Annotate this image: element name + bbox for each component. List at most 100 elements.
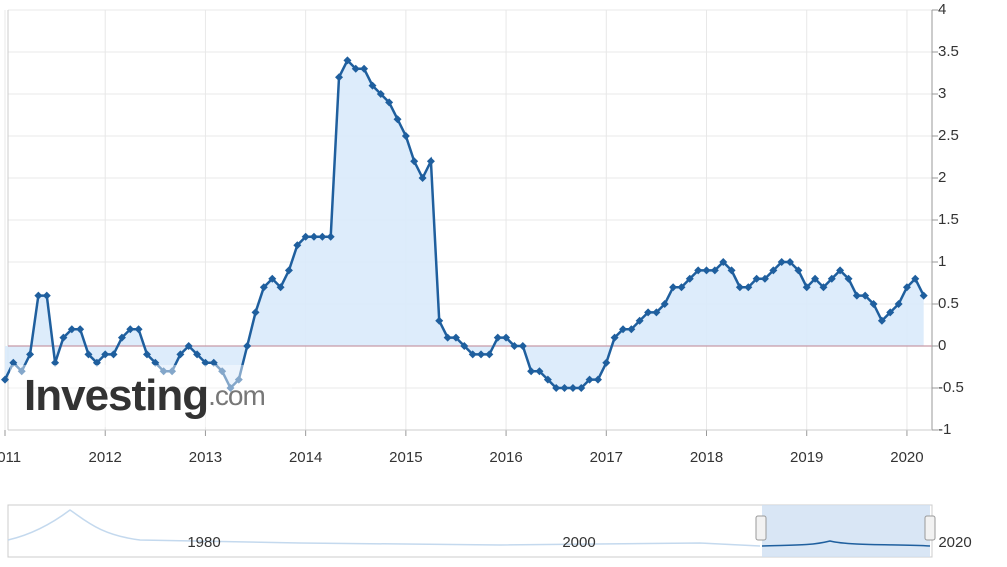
marker xyxy=(301,232,310,241)
marker xyxy=(134,325,143,334)
marker xyxy=(836,266,845,275)
marker xyxy=(335,73,344,82)
marker xyxy=(184,342,193,350)
marker xyxy=(819,283,828,292)
logo-backdrop xyxy=(10,365,292,427)
x-tick-label: 2012 xyxy=(89,449,122,466)
y-tick-label: 1 xyxy=(938,253,946,270)
marker xyxy=(894,300,903,308)
marker xyxy=(727,266,736,275)
logo-suffix: .com xyxy=(208,380,265,411)
marker xyxy=(443,333,452,342)
marker xyxy=(752,274,761,283)
marker xyxy=(769,266,778,275)
marker xyxy=(911,274,920,283)
marker xyxy=(518,342,527,350)
navigator-label: 2000 xyxy=(562,534,595,551)
marker xyxy=(619,325,628,334)
marker xyxy=(844,274,853,283)
y-tick-label: 2 xyxy=(938,169,946,186)
y-tick-label: 1.5 xyxy=(938,211,959,228)
marker xyxy=(794,266,803,275)
marker xyxy=(852,291,861,300)
marker xyxy=(777,258,786,266)
marker xyxy=(259,283,268,292)
marker xyxy=(627,325,636,334)
marker xyxy=(811,274,820,283)
marker xyxy=(802,283,811,292)
marker xyxy=(702,266,711,275)
marker xyxy=(418,174,427,182)
navigator-selection xyxy=(762,505,930,557)
marker xyxy=(243,342,252,350)
marker xyxy=(869,300,878,308)
marker xyxy=(176,350,185,359)
marker xyxy=(393,115,402,124)
logo-name: Investing xyxy=(24,371,208,420)
marker xyxy=(560,384,569,392)
marker xyxy=(568,384,577,392)
marker xyxy=(593,375,602,384)
marker xyxy=(460,342,469,350)
y-tick-label: 0.5 xyxy=(938,295,959,312)
marker xyxy=(785,258,794,266)
marker xyxy=(17,367,26,376)
marker xyxy=(326,232,335,241)
navigator-label: 1980 xyxy=(187,534,220,551)
marker xyxy=(376,90,385,98)
marker xyxy=(535,367,544,376)
marker xyxy=(84,350,93,359)
marker xyxy=(886,308,895,317)
marker xyxy=(51,358,60,367)
marker xyxy=(744,283,753,292)
marker xyxy=(0,375,9,384)
marker xyxy=(201,358,210,367)
navigator-handle[interactable] xyxy=(755,515,767,541)
marker xyxy=(34,291,43,300)
marker xyxy=(827,274,836,283)
marker xyxy=(669,283,678,292)
marker xyxy=(143,350,152,359)
marker xyxy=(234,375,243,384)
x-tick-label: 2020 xyxy=(890,449,923,466)
marker xyxy=(602,358,611,367)
marker xyxy=(218,367,227,376)
marker xyxy=(309,232,318,241)
y-tick-label: 4 xyxy=(938,1,946,18)
marker xyxy=(710,266,719,275)
marker xyxy=(435,316,444,325)
navigator-handle[interactable] xyxy=(924,515,936,541)
marker xyxy=(585,375,594,384)
marker xyxy=(685,274,694,283)
x-tick-label: 2011 xyxy=(0,449,21,466)
marker xyxy=(610,333,619,342)
marker xyxy=(151,358,160,367)
marker xyxy=(719,258,728,266)
marker xyxy=(401,132,410,140)
marker xyxy=(268,274,277,283)
marker xyxy=(735,283,744,292)
marker xyxy=(694,266,703,275)
marker xyxy=(468,350,477,359)
marker xyxy=(360,64,369,73)
marker xyxy=(293,241,302,250)
marker xyxy=(510,342,519,350)
x-tick-label: 2019 xyxy=(790,449,823,466)
y-tick-label: 0 xyxy=(938,337,946,354)
marker xyxy=(26,350,35,359)
y-tick-label: -0.5 xyxy=(938,379,964,396)
marker xyxy=(502,333,511,342)
marker xyxy=(410,157,419,166)
marker xyxy=(426,157,435,166)
marker xyxy=(251,308,260,317)
marker xyxy=(760,274,769,283)
area xyxy=(4,60,924,389)
marker xyxy=(485,350,494,359)
marker xyxy=(552,384,561,392)
marker xyxy=(493,333,502,342)
marker xyxy=(59,333,68,342)
marker xyxy=(193,350,202,359)
navigator-selected-series xyxy=(761,540,931,547)
marker xyxy=(451,333,460,342)
marker xyxy=(117,333,126,342)
